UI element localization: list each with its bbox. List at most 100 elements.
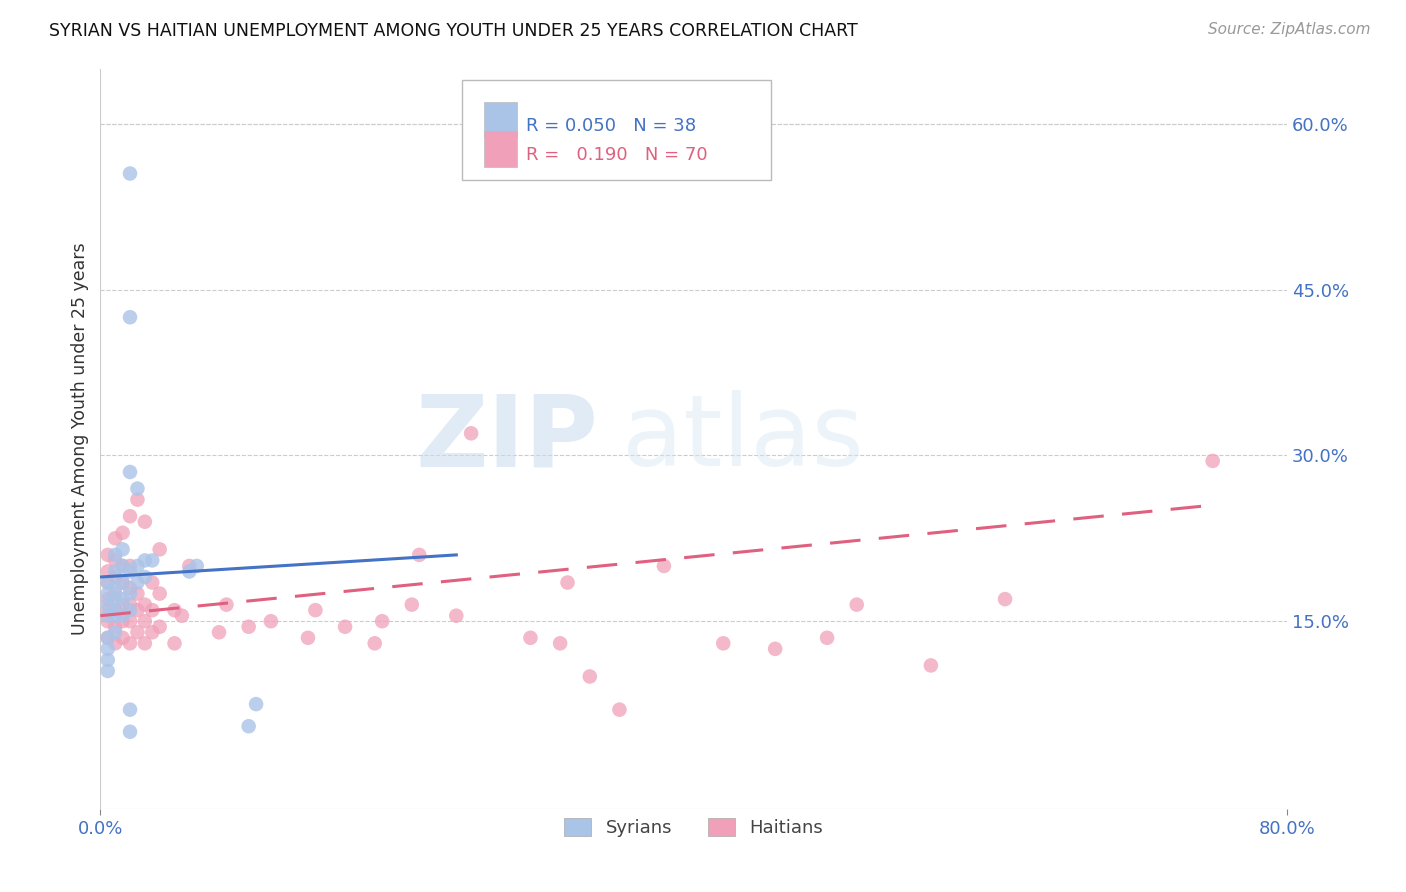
Point bbox=[578, 669, 600, 683]
Point bbox=[163, 603, 186, 617]
Point bbox=[170, 608, 193, 623]
Point bbox=[111, 525, 134, 540]
Point bbox=[215, 598, 238, 612]
Point bbox=[994, 592, 1017, 607]
Point bbox=[97, 653, 120, 667]
Point bbox=[127, 603, 149, 617]
Point bbox=[111, 558, 134, 573]
Point bbox=[104, 620, 127, 634]
Point bbox=[238, 620, 260, 634]
Point bbox=[333, 620, 356, 634]
Y-axis label: Unemployment Among Youth under 25 years: Unemployment Among Youth under 25 years bbox=[72, 243, 89, 635]
Point bbox=[401, 598, 423, 612]
Point bbox=[186, 558, 208, 573]
Point bbox=[297, 631, 319, 645]
FancyBboxPatch shape bbox=[463, 79, 770, 179]
Point bbox=[104, 531, 127, 545]
Point bbox=[118, 703, 141, 717]
Point bbox=[118, 636, 141, 650]
Point bbox=[163, 636, 186, 650]
Point bbox=[97, 575, 120, 590]
Point bbox=[134, 614, 156, 628]
Point bbox=[111, 558, 134, 573]
Point bbox=[97, 641, 120, 656]
Point bbox=[104, 592, 127, 607]
Point bbox=[815, 631, 838, 645]
Point bbox=[149, 542, 172, 557]
Point bbox=[127, 558, 149, 573]
Point bbox=[134, 636, 156, 650]
Point bbox=[763, 641, 786, 656]
Point bbox=[141, 553, 163, 567]
Point bbox=[118, 565, 141, 579]
Point bbox=[711, 636, 734, 650]
Point bbox=[304, 603, 326, 617]
Point bbox=[97, 664, 120, 678]
Point bbox=[104, 548, 127, 562]
Point bbox=[111, 614, 134, 628]
Text: R = 0.050   N = 38: R = 0.050 N = 38 bbox=[526, 117, 696, 135]
Point bbox=[97, 614, 120, 628]
Point bbox=[127, 625, 149, 640]
Point bbox=[118, 603, 141, 617]
Point bbox=[104, 553, 127, 567]
Point bbox=[609, 703, 631, 717]
Point bbox=[97, 575, 120, 590]
Text: atlas: atlas bbox=[623, 391, 865, 487]
Point bbox=[104, 636, 127, 650]
Point bbox=[127, 586, 149, 600]
Text: ZIP: ZIP bbox=[416, 391, 599, 487]
Point bbox=[111, 592, 134, 607]
Point bbox=[118, 614, 141, 628]
Point bbox=[118, 586, 141, 600]
Point bbox=[111, 631, 134, 645]
Point bbox=[134, 515, 156, 529]
Point bbox=[134, 553, 156, 567]
Point bbox=[118, 724, 141, 739]
Point bbox=[97, 603, 120, 617]
Point bbox=[652, 558, 675, 573]
Point bbox=[118, 598, 141, 612]
Point bbox=[104, 603, 127, 617]
Point bbox=[149, 586, 172, 600]
Point bbox=[127, 492, 149, 507]
Point bbox=[97, 548, 120, 562]
Point bbox=[118, 465, 141, 479]
Point bbox=[118, 310, 141, 325]
Point bbox=[134, 598, 156, 612]
Point bbox=[118, 581, 141, 595]
Point bbox=[141, 603, 163, 617]
Point bbox=[127, 575, 149, 590]
Point bbox=[364, 636, 387, 650]
Point bbox=[97, 608, 120, 623]
Point bbox=[118, 509, 141, 524]
Point bbox=[111, 598, 134, 612]
Point bbox=[104, 570, 127, 584]
Point bbox=[179, 558, 201, 573]
Point bbox=[104, 625, 127, 640]
Point bbox=[104, 586, 127, 600]
Point bbox=[245, 697, 267, 711]
Point bbox=[1202, 454, 1225, 468]
Bar bbox=[484, 131, 517, 167]
Point bbox=[238, 719, 260, 733]
Point bbox=[127, 482, 149, 496]
Point bbox=[97, 631, 120, 645]
Point bbox=[118, 167, 141, 181]
Point bbox=[104, 565, 127, 579]
Point bbox=[141, 625, 163, 640]
Point bbox=[104, 603, 127, 617]
Legend: Syrians, Haitians: Syrians, Haitians bbox=[557, 811, 831, 845]
Point bbox=[118, 558, 141, 573]
Point bbox=[111, 575, 134, 590]
Point bbox=[446, 608, 468, 623]
Point bbox=[134, 570, 156, 584]
Point bbox=[104, 581, 127, 595]
Point bbox=[97, 598, 120, 612]
Point bbox=[208, 625, 231, 640]
Point bbox=[97, 586, 120, 600]
Point bbox=[920, 658, 942, 673]
Point bbox=[519, 631, 541, 645]
Bar bbox=[484, 102, 517, 137]
Text: Source: ZipAtlas.com: Source: ZipAtlas.com bbox=[1208, 22, 1371, 37]
